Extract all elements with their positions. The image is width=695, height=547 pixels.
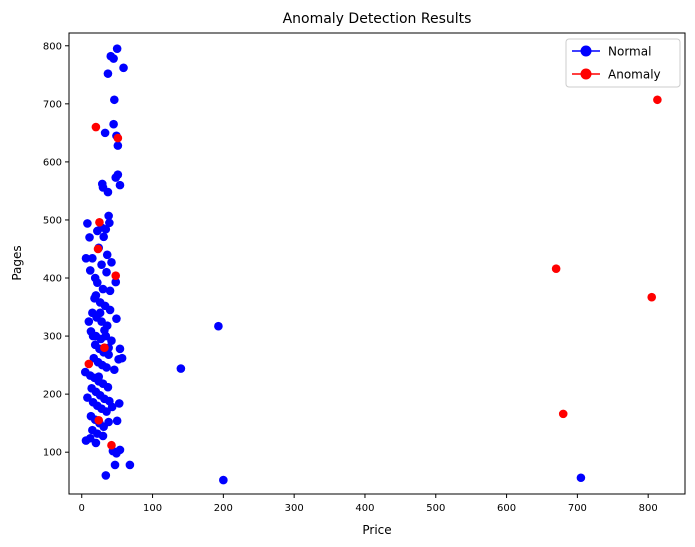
anomaly-point [95, 218, 104, 227]
normal-point [92, 439, 101, 448]
x-tick-label: 300 [285, 503, 304, 514]
x-tick-label: 0 [79, 503, 85, 514]
normal-point [116, 446, 125, 455]
normal-point [102, 268, 111, 277]
normal-point [116, 345, 125, 354]
normal-point [214, 322, 223, 331]
chart-title: Anomaly Detection Results [283, 11, 472, 27]
normal-point [119, 64, 128, 73]
x-tick-label: 400 [355, 503, 374, 514]
normal-point [104, 188, 113, 197]
legend-marker-normal [581, 46, 592, 57]
normal-point [114, 355, 123, 364]
normal-point [114, 141, 123, 150]
anomaly-point [647, 293, 656, 302]
normal-point [99, 432, 108, 441]
anomaly-point [111, 271, 120, 280]
normal-point [88, 254, 97, 263]
normal-point [104, 418, 113, 427]
y-tick-label: 500 [43, 215, 62, 226]
normal-point [86, 266, 95, 275]
normal-point [115, 399, 124, 408]
normal-point [101, 129, 110, 138]
anomaly-point [107, 441, 116, 450]
normal-point [102, 471, 111, 480]
normal-point [106, 306, 115, 315]
legend: Normal Anomaly [566, 39, 680, 87]
legend-label-anomaly: Anomaly [608, 68, 661, 82]
y-tick-label: 400 [43, 274, 62, 285]
normal-point [107, 258, 116, 267]
normal-point [126, 461, 135, 470]
y-tick-label: 300 [43, 332, 62, 343]
x-tick-label: 700 [568, 503, 587, 514]
normal-point [100, 326, 109, 335]
y-tick-label: 700 [43, 99, 62, 110]
normal-point [106, 286, 115, 295]
normal-point [116, 181, 125, 190]
y-tick-label: 200 [43, 390, 62, 401]
normal-point [110, 365, 119, 374]
x-tick-label: 200 [214, 503, 233, 514]
normal-point [83, 219, 92, 228]
anomaly-point [100, 343, 109, 352]
normal-point [114, 170, 123, 179]
normal-point [92, 291, 101, 300]
normal-point [99, 232, 108, 241]
normal-point [109, 120, 118, 129]
normal-point [113, 44, 122, 53]
normal-point [104, 383, 113, 392]
normal-point [85, 233, 94, 242]
normal-point [103, 250, 112, 259]
y-tick-label: 600 [43, 157, 62, 168]
normal-point [110, 95, 119, 104]
anomaly-point [94, 245, 103, 254]
normal-point [111, 461, 120, 470]
normal-point [113, 417, 122, 426]
y-axis-label: Pages [10, 245, 24, 280]
normal-point [102, 363, 111, 372]
x-tick-label: 100 [143, 503, 162, 514]
legend-marker-anomaly [581, 69, 592, 80]
normal-point [85, 317, 94, 326]
normal-point [89, 332, 98, 341]
x-tick-label: 800 [639, 503, 658, 514]
anomaly-point [94, 416, 103, 425]
anomaly-point [552, 264, 561, 273]
legend-label-normal: Normal [608, 45, 651, 59]
normal-point [112, 314, 121, 323]
normal-point [94, 372, 103, 381]
normal-point [219, 476, 228, 485]
normal-point [104, 69, 113, 78]
anomaly-point [114, 134, 123, 143]
anomaly-point [85, 360, 94, 369]
x-tick-label: 600 [497, 503, 516, 514]
normal-point [96, 309, 105, 318]
anomaly-point [92, 123, 101, 132]
y-tick-label: 800 [43, 41, 62, 52]
anomaly-point [653, 95, 662, 104]
normal-point [109, 54, 118, 63]
anomaly-point [559, 410, 568, 419]
normal-point [97, 260, 106, 269]
normal-point [177, 364, 186, 373]
normal-point [577, 473, 586, 482]
x-tick-label: 500 [426, 503, 445, 514]
x-axis-label: Price [362, 523, 391, 537]
y-tick-label: 100 [43, 448, 62, 459]
